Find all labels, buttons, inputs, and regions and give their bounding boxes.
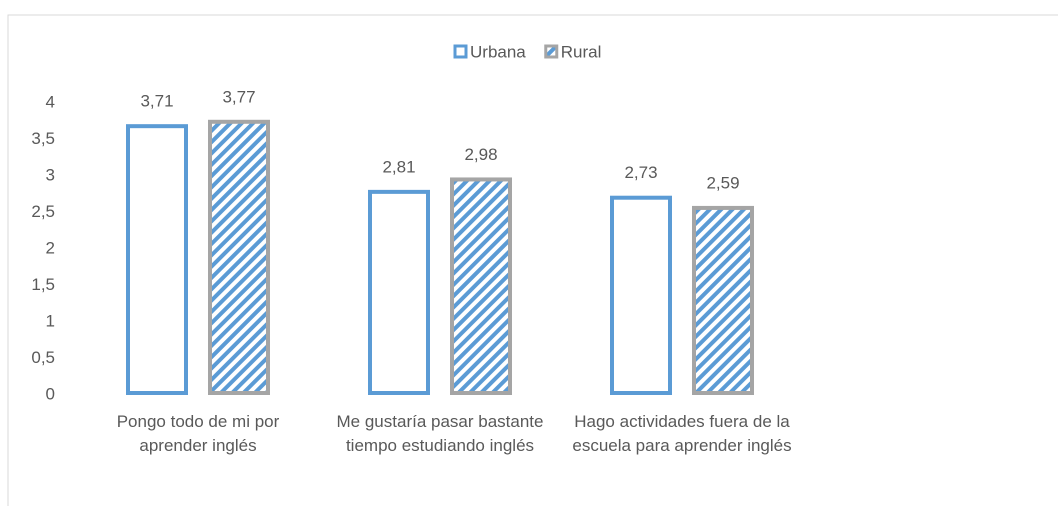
y-tick-label: 0 [46,384,55,403]
bar [126,124,188,395]
legend-label: Rural [561,42,602,61]
bar [450,177,512,395]
data-label: 2,81 [382,157,415,176]
legend-swatch [453,44,468,59]
legend-swatch [544,44,559,59]
chart-border [7,14,1058,506]
bar [610,195,672,395]
y-tick-label: 3,5 [31,129,55,148]
legend-label: Urbana [470,42,526,61]
y-tick-label: 1 [46,311,55,330]
y-tick-label: 3 [46,165,55,184]
bar [368,189,430,395]
y-tick-label: 4 [46,92,55,111]
y-tick-label: 2,5 [31,202,55,221]
data-label: 2,59 [706,173,739,192]
y-tick-label: 0,5 [31,348,55,367]
x-tick-label: Hago actividades fuera de la escuela par… [572,412,792,455]
x-tick-label: Pongo todo de mi por aprender inglés [116,412,280,455]
data-label: 2,98 [464,145,497,164]
bar [692,205,754,395]
data-label: 2,73 [624,163,657,182]
y-tick-label: 1,5 [31,275,55,294]
y-tick-label: 2 [46,238,55,257]
x-tick-label: Me gustaría pasar bastante tiempo estudi… [336,412,544,455]
data-label: 3,77 [222,87,255,106]
bar [208,119,270,395]
data-label: 3,71 [140,92,173,111]
